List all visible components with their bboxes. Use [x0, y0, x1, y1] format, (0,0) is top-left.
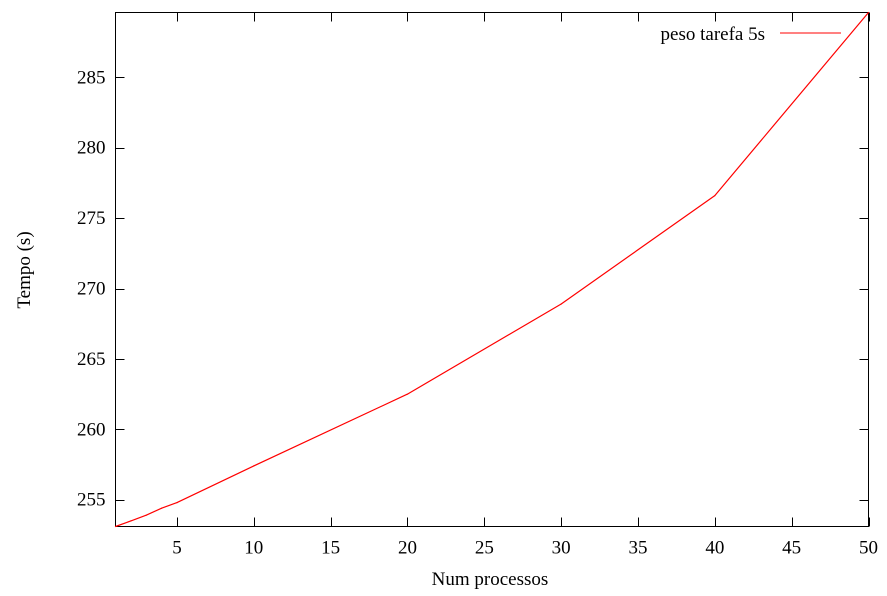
x-tick-label: 50: [859, 538, 878, 559]
y-tick-labels: 255 260 265 270 275 280 285: [77, 67, 106, 510]
y-tick-label: 260: [77, 419, 106, 440]
axis-ticks: [115, 12, 870, 527]
y-tick-label: 280: [77, 138, 106, 159]
x-tick-label: 10: [244, 538, 263, 559]
legend-label: peso tarefa 5s: [661, 24, 765, 45]
plot-frame: [115, 12, 869, 527]
x-tick-label: 45: [782, 538, 801, 559]
data-point: [161, 507, 163, 509]
data-point: [406, 393, 409, 395]
data-point: [867, 11, 870, 14]
x-tick-label: 5: [172, 538, 182, 559]
data-point: [560, 303, 562, 305]
data-point: [130, 520, 132, 522]
x-tick-label: 35: [628, 538, 647, 559]
series-group: [114, 11, 870, 528]
x-tick-label: 20: [398, 538, 417, 559]
x-tick-label: 30: [552, 538, 571, 559]
data-point: [114, 525, 117, 528]
data-point: [253, 465, 255, 467]
x-tick-labels: 5 10 15 20 25 30 35 40 45 50: [172, 538, 878, 559]
x-tick-label: 40: [705, 538, 724, 559]
y-tick-label: 255: [77, 490, 106, 511]
x-axis-title: Num processos: [432, 569, 549, 590]
data-point: [714, 195, 716, 197]
y-tick-label: 270: [77, 279, 106, 300]
series-line: [115, 12, 869, 528]
x-tick-label: 15: [321, 538, 340, 559]
legend: peso tarefa 5s: [661, 24, 841, 45]
y-tick-label: 285: [77, 67, 106, 88]
y-tick-label: 275: [77, 208, 106, 229]
data-point: [145, 514, 147, 516]
y-axis-title: Tempo (s): [14, 231, 35, 308]
y-tick-label: 265: [77, 349, 106, 370]
data-point: [176, 502, 178, 504]
x-tick-label: 25: [475, 538, 494, 559]
